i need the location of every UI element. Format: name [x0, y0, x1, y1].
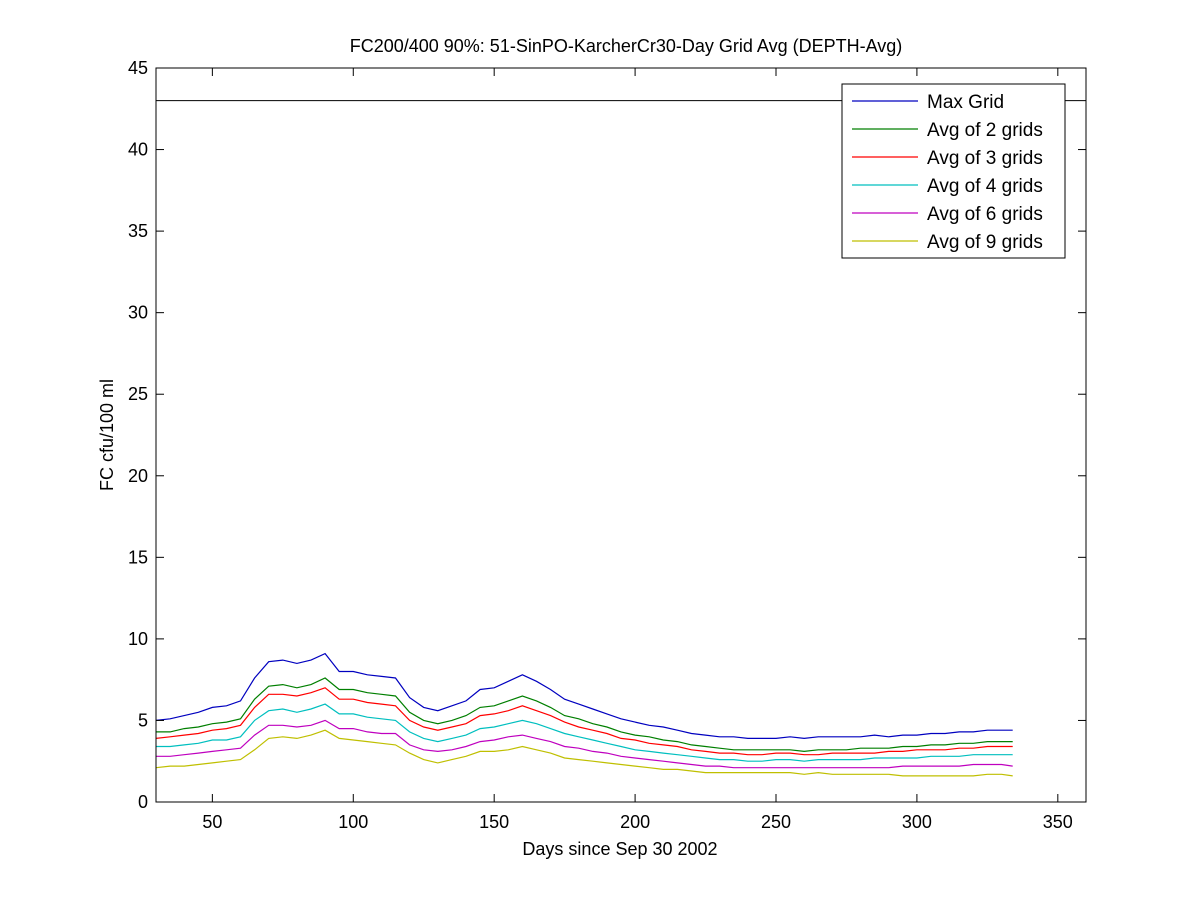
x-tick-label: 250 — [761, 812, 791, 832]
y-tick-label: 30 — [128, 303, 148, 323]
x-tick-label: 200 — [620, 812, 650, 832]
x-tick-label: 50 — [202, 812, 222, 832]
y-tick-label: 10 — [128, 629, 148, 649]
x-tick-label: 100 — [338, 812, 368, 832]
y-tick-label: 5 — [138, 710, 148, 730]
y-tick-label: 15 — [128, 547, 148, 567]
legend-label-1: Max Grid — [927, 92, 1004, 113]
x-tick-label: 350 — [1043, 812, 1073, 832]
series-line-1 — [155, 652, 1013, 740]
legend-box — [841, 83, 1066, 259]
x-tick-label: 300 — [902, 812, 932, 832]
legend: Max Grid Avg of 2 grids Avg of 3 grids Avg … — [841, 83, 1066, 259]
series-line-5 — [156, 719, 1013, 769]
x-tick-label: 150 — [479, 812, 509, 832]
y-tick-label: 45 — [128, 58, 148, 78]
y-tick-label: 0 — [138, 792, 148, 812]
legend-label-2: Avg of 2 grids — [927, 120, 1043, 141]
y-tick-label: 25 — [128, 384, 148, 404]
legend-label-5: Avg of 6 grids — [927, 204, 1043, 225]
series-line-6 — [155, 729, 1013, 777]
plot-area: 50 100 150 200 250 300 350 0 5 10 15 20 25 30 35 40 45 — [128, 58, 1087, 832]
x-axis-title: Days since Sep 30 2002 — [522, 839, 717, 859]
chart-title: FC200/400 90%: 51-SinPO-KarcherCr30-Day … — [350, 36, 903, 56]
y-tick-label: 20 — [128, 466, 148, 486]
series-line-4 — [156, 703, 1013, 762]
series-line-3 — [155, 687, 1013, 756]
y-tick-label: 35 — [128, 221, 148, 241]
y-tick-label: 40 — [128, 140, 148, 160]
series-line-2 — [156, 677, 1013, 753]
axes-box — [155, 67, 1087, 803]
legend-label-4: Avg of 4 grids — [927, 176, 1043, 197]
legend-label-3: Avg of 3 grids — [927, 148, 1043, 169]
y-axis-title: FC cfu/100 ml — [97, 379, 117, 491]
legend-label-6: Avg of 9 grids — [927, 232, 1043, 253]
